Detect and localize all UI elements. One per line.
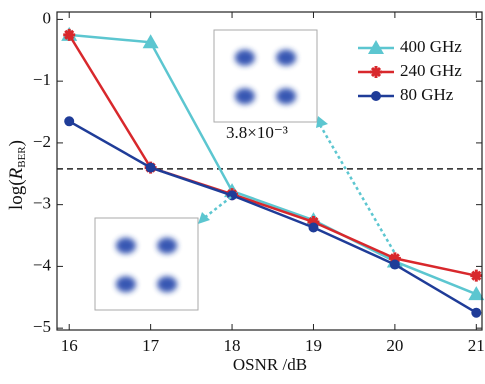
y-label-sub: BER [16, 146, 28, 168]
constellation-point [116, 276, 136, 292]
x-tick-label: 16 [61, 336, 78, 355]
constellation-point [157, 276, 177, 292]
y-tick-label: −4 [33, 255, 52, 274]
arrow [204, 197, 231, 218]
plot-area: 0 −1 −2 −3 −4 −5 16 17 18 19 20 21 3.8×10⁻³ 400 GHz 24… [33, 8, 485, 355]
annotation: 3.8×10⁻³ [226, 123, 288, 142]
y-label-part: ) [6, 140, 27, 146]
y-label-part: R [6, 167, 27, 180]
marker [146, 163, 156, 173]
x-tick-label: 19 [305, 336, 322, 355]
legend-marker [371, 91, 381, 101]
x-axis-label: OSNR /dB [233, 355, 307, 374]
inset [95, 218, 198, 310]
marker [390, 260, 400, 270]
constellation-point [235, 88, 255, 104]
marker [470, 270, 482, 282]
constellation-point [276, 88, 296, 104]
x-tick-label: 21 [468, 336, 485, 355]
x-tick-label: 18 [224, 336, 241, 355]
legend-label: 80 GHz [400, 85, 454, 104]
x-tick-label: 20 [386, 336, 403, 355]
legend-marker [370, 66, 382, 78]
y-axis-label: log(RBER) [6, 140, 27, 210]
arrowhead [198, 212, 210, 224]
marker [471, 308, 481, 318]
chart: 0 −1 −2 −3 −4 −5 16 17 18 19 20 21 3.8×10⁻³ 400 GHz 24… [0, 0, 485, 379]
marker [308, 222, 318, 232]
legend-label: 240 GHz [400, 61, 462, 80]
y-label-part: log( [6, 179, 27, 210]
x-tick-label: 17 [142, 336, 160, 355]
arrow [320, 125, 395, 253]
constellation-point [116, 238, 136, 254]
inset [214, 30, 317, 122]
constellation-point [235, 50, 255, 66]
y-tick-label: −1 [33, 70, 51, 89]
constellation-point [276, 50, 296, 66]
y-tick-label: −2 [33, 132, 51, 151]
marker [64, 116, 74, 126]
y-tick-label: 0 [43, 8, 52, 27]
y-tick-label: −3 [33, 194, 51, 213]
legend-label: 400 GHz [400, 37, 462, 56]
y-tick-label: −5 [33, 317, 51, 336]
constellation-point [157, 238, 177, 254]
marker [227, 190, 237, 200]
